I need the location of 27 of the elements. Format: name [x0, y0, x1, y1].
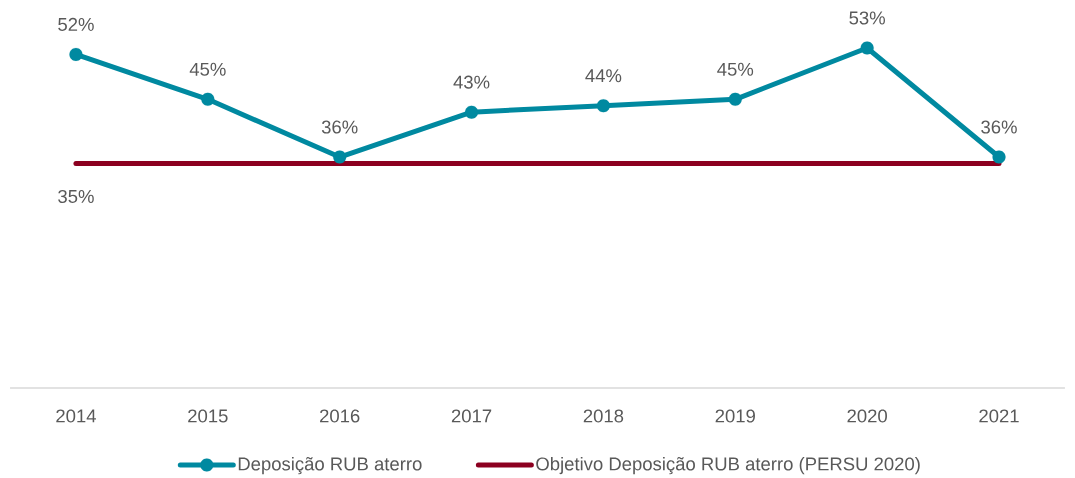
data-label: 36% — [321, 120, 358, 134]
data-label: 45% — [189, 62, 226, 76]
point — [728, 92, 742, 106]
x-tick-label: 2021 — [979, 409, 1019, 423]
x-tick-label: 2018 — [583, 409, 624, 423]
data-label: 44% — [585, 69, 622, 83]
legend-label: Deposição RUB aterro — [238, 456, 422, 475]
data-label: 43% — [453, 75, 490, 89]
data-label: 36% — [981, 120, 1017, 134]
point — [860, 41, 874, 55]
point — [992, 150, 1006, 164]
x-tick-label: 2014 — [56, 409, 96, 423]
data-label: 45% — [717, 62, 754, 76]
point — [464, 105, 479, 119]
x-tick-label: 2015 — [188, 409, 228, 423]
data-label: 53% — [849, 11, 885, 25]
legend-label: Objetivo Deposição RUB aterro (PERSU 2020) — [536, 456, 920, 475]
x-tick-label: 2016 — [320, 409, 360, 423]
point — [596, 99, 610, 113]
data-label: 52% — [58, 17, 94, 31]
x-tick-label: 2019 — [715, 409, 755, 423]
point — [69, 47, 83, 61]
point — [333, 150, 347, 164]
point — [201, 92, 215, 106]
data-label: 35% — [58, 189, 94, 204]
x-tick-label: 2017 — [451, 409, 492, 423]
x-tick-label: 2020 — [847, 409, 887, 423]
